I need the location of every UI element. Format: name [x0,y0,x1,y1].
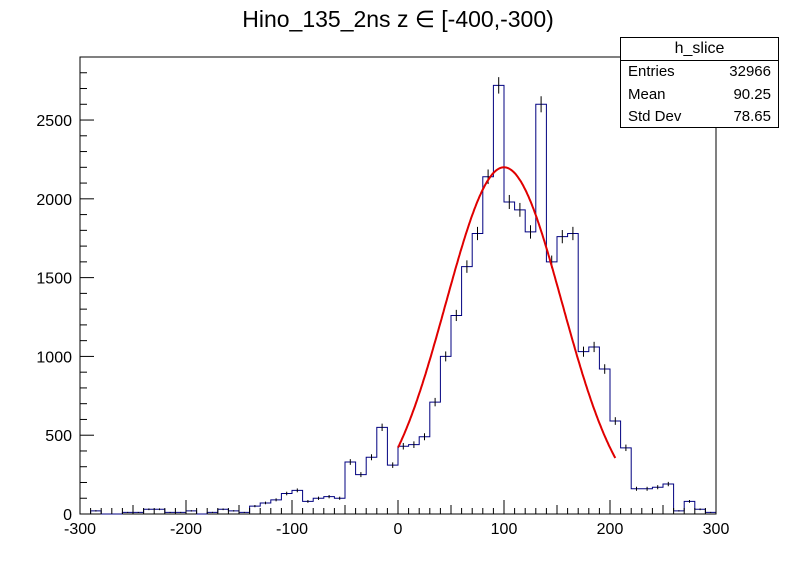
stats-row-stddev: Std Dev 78.65 [621,106,778,129]
stats-value: 90.25 [733,85,771,103]
y-tick-label: 2500 [36,113,72,130]
stats-label: Mean [628,85,666,103]
y-tick-label: 1500 [36,271,72,288]
stats-value: 32966 [729,63,771,80]
x-tick-label: 200 [597,521,624,538]
x-tick-label: -200 [170,521,202,538]
y-tick-label: 500 [45,428,72,445]
x-tick-label: 0 [394,521,403,538]
stats-row-mean: Mean 90.25 [621,84,778,107]
chart-title: Hino_135_2ns z ∈ [-400,-300) [242,6,554,32]
stats-box: h_slice Entries 32966 Mean 90.25 Std Dev… [620,37,779,128]
x-tick-label: -300 [64,521,96,538]
stats-value: 78.65 [733,108,771,125]
y-tick-label: 0 [63,507,72,524]
x-tick-label: 300 [703,521,730,538]
fit-curve [397,166,617,459]
y-tick-label: 1000 [36,349,72,366]
stats-row-entries: Entries 32966 [621,61,778,84]
x-tick-label: -100 [276,521,308,538]
stats-label: Std Dev [628,108,682,125]
y-tick-label: 2000 [36,192,72,209]
stats-box-title: h_slice [621,38,778,61]
stats-label: Entries [628,63,675,80]
x-tick-label: 100 [491,521,518,538]
histogram-series [80,84,716,515]
